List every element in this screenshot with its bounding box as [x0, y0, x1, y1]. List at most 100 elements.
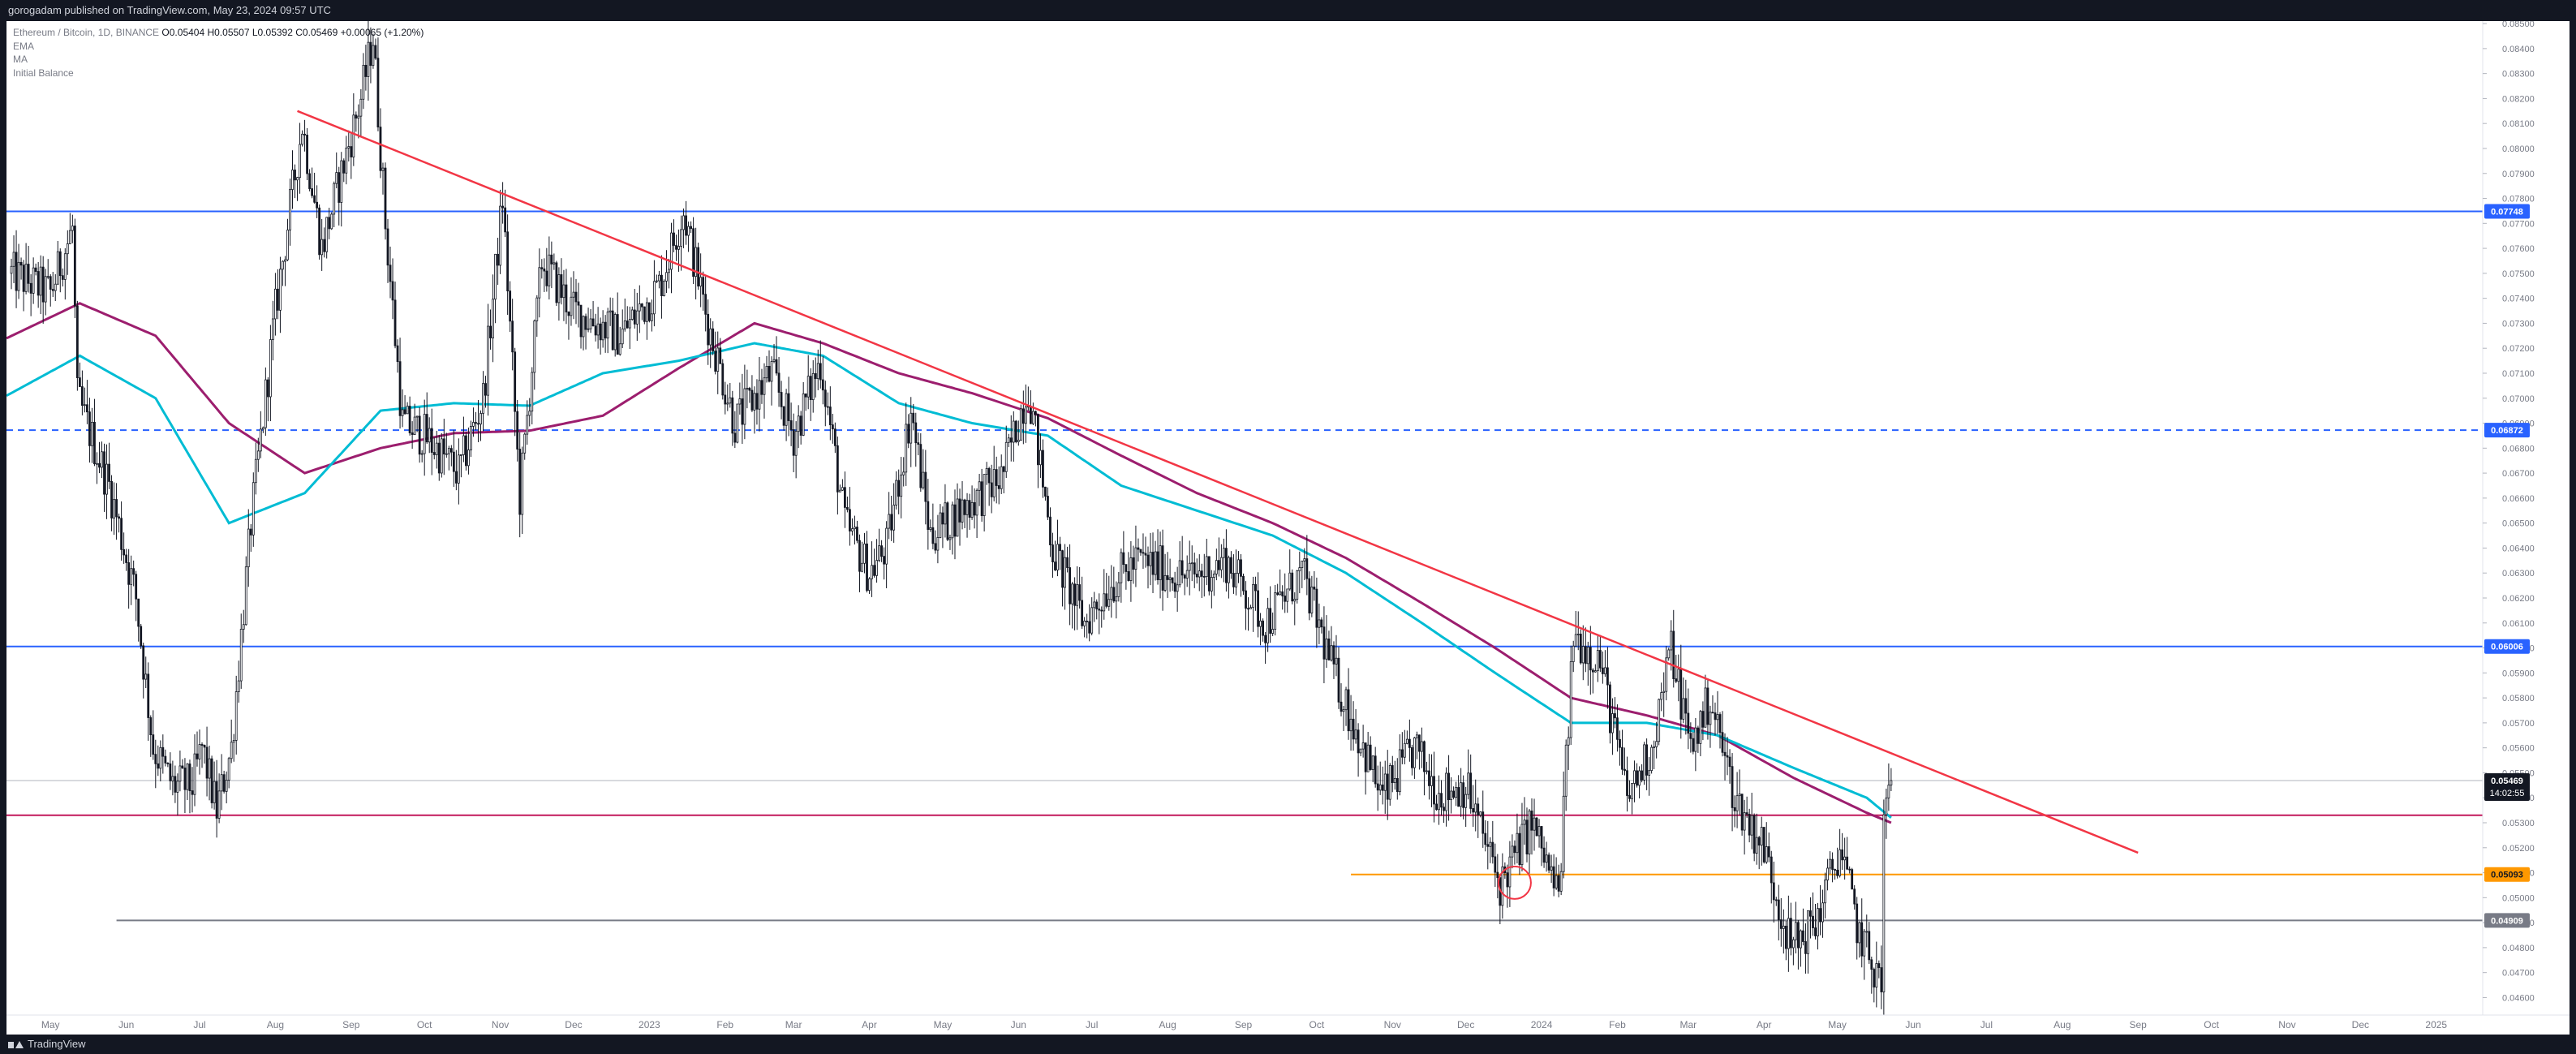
legend-indicator-ema[interactable]: EMA — [13, 40, 35, 52]
candle-body — [196, 753, 199, 759]
level-price-label: 0.07748 — [2491, 208, 2523, 217]
candle-body — [1653, 746, 1656, 748]
candle-body — [1506, 872, 1509, 888]
candle-body — [1366, 744, 1370, 772]
candle-body — [191, 790, 194, 795]
candle-body — [1807, 910, 1809, 954]
candle-body — [1462, 782, 1465, 808]
candle-body — [1567, 737, 1570, 746]
candle-body — [789, 420, 793, 430]
candle-body — [1021, 408, 1025, 424]
candle-body — [161, 746, 165, 757]
candle-body — [437, 442, 441, 474]
descending-trendline — [297, 110, 2139, 854]
candle-body — [1159, 545, 1162, 580]
candle-body — [411, 432, 414, 435]
candle-body — [113, 499, 115, 518]
price-tick-label: 0.07700 — [2502, 219, 2535, 229]
time-tick-label: Jun — [1011, 1019, 1026, 1030]
candle-body — [125, 554, 128, 563]
time-tick-label: Aug — [267, 1019, 284, 1030]
candle-body — [944, 502, 947, 525]
candle-body — [643, 306, 646, 322]
candle-body — [1132, 557, 1135, 570]
candle-body — [1173, 583, 1176, 592]
candle-body — [543, 268, 546, 272]
price-tick-label: 0.06300 — [2502, 569, 2535, 579]
candle-body — [1161, 545, 1164, 591]
candle-body — [127, 562, 131, 585]
candle-body — [772, 359, 776, 362]
price-chart[interactable]: 0.08500 0.08400 0.08300 0.08200 0.08100 0.080… — [6, 18, 2570, 1035]
candle-body — [71, 226, 74, 231]
candle-body — [1525, 820, 1529, 854]
price-tick-label: 0.08400 — [2502, 45, 2535, 54]
time-axis-bg — [6, 1015, 2570, 1035]
candle-body — [1694, 727, 1697, 752]
candle-body — [1276, 592, 1279, 596]
candle-body — [985, 467, 988, 475]
candle-body — [1709, 712, 1712, 725]
price-tick-label: 0.07800 — [2502, 195, 2535, 204]
candle-body — [1550, 866, 1553, 871]
candle-body — [806, 376, 810, 398]
price-tick-label: 0.08000 — [2502, 144, 2535, 154]
candle-body — [1513, 845, 1516, 854]
candle-body — [699, 277, 703, 287]
time-tick-label: Apr — [1757, 1019, 1772, 1030]
candle-body — [1743, 812, 1746, 831]
candle-body — [1508, 856, 1512, 888]
chart-area[interactable]: 0.08500 0.08400 0.08300 0.08200 0.08100 0.080… — [6, 18, 2570, 1035]
candle-body — [1679, 669, 1683, 720]
price-axis-bg — [2483, 21, 2570, 1035]
candle-body — [147, 673, 150, 718]
price-tick-label: 0.08200 — [2502, 94, 2535, 104]
legend-symbol-row: Ethereum / Bitcoin, 1D, BINANCE O0.05404… — [13, 26, 424, 40]
candle-body — [1039, 450, 1042, 466]
legend-indicator-ma[interactable]: MA — [13, 54, 28, 65]
candle-body — [313, 195, 316, 203]
price-tick-label: 0.07400 — [2502, 295, 2535, 304]
candle-body — [660, 274, 663, 296]
candle-body — [132, 568, 135, 575]
candle-body — [108, 463, 110, 482]
candle-body — [1059, 544, 1061, 552]
candle-body — [854, 527, 856, 530]
candle-body — [1821, 902, 1824, 923]
candle-body — [1831, 858, 1834, 870]
price-tick-label: 0.07900 — [2502, 170, 2535, 179]
candle-body — [1789, 918, 1792, 949]
candle-body — [1598, 650, 1602, 669]
candle-body — [347, 146, 350, 148]
time-tick-label: 2025 — [2425, 1019, 2447, 1030]
time-tick-label: Mar — [1679, 1019, 1697, 1030]
candle-body — [897, 480, 901, 497]
candle-body — [1545, 854, 1548, 863]
candle-body — [1616, 717, 1619, 740]
brand[interactable]: TradingView — [8, 1035, 86, 1054]
candle-body — [142, 645, 145, 680]
price-tick-label: 0.07000 — [2502, 394, 2535, 404]
candle-body — [1388, 765, 1391, 800]
candle-body — [838, 489, 841, 493]
time-tick-label: Oct — [417, 1019, 432, 1030]
price-tick-label: 0.06400 — [2502, 544, 2535, 553]
candle-body — [1254, 583, 1257, 592]
candle-body — [1245, 590, 1247, 609]
candle-body — [1418, 734, 1421, 752]
candle-body — [415, 415, 419, 418]
candle-body — [454, 471, 458, 484]
candle-body — [249, 528, 252, 536]
candle-body — [27, 264, 30, 284]
candle-body — [32, 267, 35, 294]
candle-body — [638, 303, 641, 312]
candle-body — [1125, 564, 1128, 572]
candle-body — [1667, 649, 1671, 659]
candle-body — [1127, 571, 1130, 581]
price-tick-label: 0.05200 — [2502, 844, 2535, 854]
candle-body — [286, 230, 289, 260]
candle-body — [970, 501, 974, 518]
legend-indicator-initial-balance[interactable]: Initial Balance — [13, 67, 74, 79]
candle-body — [645, 302, 648, 322]
candle-body — [144, 673, 148, 680]
